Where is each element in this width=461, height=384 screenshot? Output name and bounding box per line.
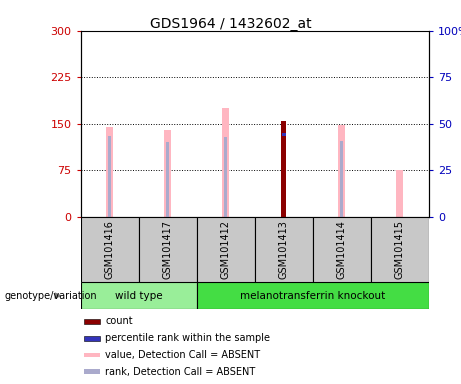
Text: genotype/variation: genotype/variation	[5, 291, 97, 301]
Bar	[222, 108, 229, 217]
Text: rank, Detection Call = ABSENT: rank, Detection Call = ABSENT	[105, 367, 255, 377]
Bar	[81, 217, 139, 282]
Text: wild type: wild type	[115, 291, 162, 301]
Bar	[282, 133, 286, 136]
Bar	[108, 136, 112, 217]
Bar	[84, 369, 100, 374]
Bar	[254, 217, 313, 282]
Text: GSM101415: GSM101415	[395, 220, 405, 279]
Bar	[139, 217, 197, 282]
Bar	[164, 130, 171, 217]
Bar	[340, 141, 343, 217]
Bar	[81, 282, 197, 309]
Text: percentile rank within the sample: percentile rank within the sample	[105, 333, 270, 343]
Text: count: count	[105, 316, 133, 326]
Bar	[371, 217, 429, 282]
Text: value, Detection Call = ABSENT: value, Detection Call = ABSENT	[105, 350, 260, 360]
Bar	[313, 217, 371, 282]
Text: melanotransferrin knockout: melanotransferrin knockout	[240, 291, 385, 301]
Bar	[197, 217, 254, 282]
Bar	[224, 137, 227, 217]
Bar	[84, 319, 100, 324]
Bar	[281, 121, 286, 217]
Text: GSM101412: GSM101412	[221, 220, 230, 279]
Bar	[166, 142, 170, 217]
Bar	[84, 353, 100, 358]
Text: GDS1964 / 1432602_at: GDS1964 / 1432602_at	[150, 17, 311, 31]
Bar	[197, 282, 429, 309]
Bar	[84, 336, 100, 341]
Bar	[396, 170, 403, 217]
Text: GSM101417: GSM101417	[163, 220, 173, 279]
Text: GSM101413: GSM101413	[279, 220, 289, 279]
Bar	[338, 125, 345, 217]
Bar	[106, 127, 113, 217]
Text: GSM101414: GSM101414	[337, 220, 347, 279]
Text: GSM101416: GSM101416	[105, 220, 115, 279]
